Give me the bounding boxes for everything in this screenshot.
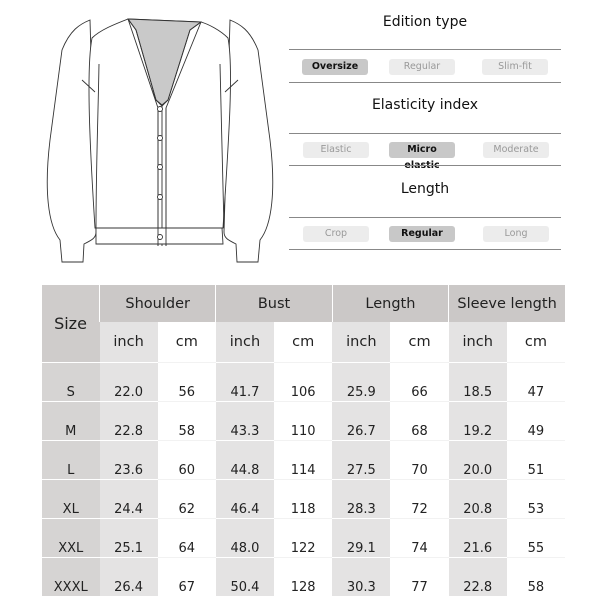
inch-cell: 26.4 [99,557,158,596]
unit-cm: cm [390,322,449,363]
shoulder-header: Shoulder [98,285,216,322]
inch-cell: 28.3 [332,479,391,519]
size-chart-table: Size Shoulder Bust Length Sleeve length … [42,285,565,596]
table-row: M 22.8 58 43.3 110 26.7 68 19.2 49 [42,401,565,441]
divider [289,165,561,166]
length-title: Length [400,181,450,197]
option-moderate[interactable]: Moderate [483,142,549,158]
inch-cell: 46.4 [215,479,275,519]
inch-cell: 29.1 [332,518,391,558]
divider [289,133,561,134]
divider [289,82,561,83]
inch-cell: 22.0 [99,362,158,402]
inch-cell: 25.1 [99,518,158,558]
cm-cell: 58 [506,557,565,596]
cm-cell: 128 [274,557,333,596]
inch-cell: 41.7 [215,362,275,402]
cm-cell: 77 [390,557,449,596]
unit-inch: inch [332,322,391,363]
option-elastic[interactable]: Elastic [303,142,369,158]
option-slim-fit[interactable]: Slim-fit [482,59,548,75]
inch-cell: 24.4 [99,479,158,519]
unit-inch: inch [448,322,507,363]
unit-cm: cm [157,322,216,363]
cm-cell: 114 [274,440,333,480]
elasticity-title: Elasticity index [371,97,479,113]
cm-cell: 60 [157,440,216,480]
inch-cell: 19.2 [448,401,507,441]
inch-cell: 25.9 [332,362,391,402]
table-row: XXXL 26.4 67 50.4 128 30.3 77 22.8 58 [42,557,565,596]
option-micro-elastic[interactable]: Micro elastic [389,142,455,171]
cm-cell: 122 [274,518,333,558]
cm-cell: 118 [274,479,333,519]
cm-cell: 70 [390,440,449,480]
unit-inch: inch [99,322,158,363]
cm-cell: 53 [506,479,565,519]
size-cell: L [42,440,100,480]
inch-cell: 22.8 [99,401,158,441]
bust-header: Bust [215,285,333,322]
inch-cell: 20.8 [448,479,507,519]
table-row: L 23.6 60 44.8 114 27.5 70 20.0 51 [42,440,565,480]
option-oversize[interactable]: Oversize [302,59,368,75]
inch-cell: 18.5 [448,362,507,402]
option-long[interactable]: Long [483,226,549,242]
cm-cell: 74 [390,518,449,558]
option-crop[interactable]: Crop [303,226,369,242]
cm-cell: 66 [390,362,449,402]
sleeve-length-header: Sleeve length [448,285,565,322]
inch-cell: 26.7 [332,401,391,441]
cm-cell: 67 [157,557,216,596]
edition-type-title: Edition type [382,14,468,30]
cm-cell: 58 [157,401,216,441]
cm-cell: 47 [506,362,565,402]
inch-cell: 27.5 [332,440,391,480]
size-cell: S [42,362,100,402]
cm-cell: 49 [506,401,565,441]
cm-cell: 55 [506,518,565,558]
table-row: XXL 25.1 64 48.0 122 29.1 74 21.6 55 [42,518,565,558]
table-row: S 22.0 56 41.7 106 25.9 66 18.5 47 [42,362,565,402]
size-cell: XL [42,479,100,519]
length-header: Length [331,285,449,322]
cm-cell: 62 [157,479,216,519]
divider [289,49,561,50]
unit-cm: cm [506,322,565,363]
cm-cell: 51 [506,440,565,480]
size-cell: XXL [42,518,100,558]
table-row: XL 24.4 62 46.4 118 28.3 72 20.8 53 [42,479,565,519]
divider [289,217,561,218]
unit-cm: cm [274,322,333,363]
unit-inch: inch [215,322,275,363]
inch-cell: 23.6 [99,440,158,480]
divider [289,249,561,250]
cm-cell: 64 [157,518,216,558]
inch-cell: 20.0 [448,440,507,480]
inch-cell: 22.8 [448,557,507,596]
inch-cell: 21.6 [448,518,507,558]
size-header: Size [42,285,100,363]
inch-cell: 30.3 [332,557,391,596]
cm-cell: 110 [274,401,333,441]
size-cell: M [42,401,100,441]
cm-cell: 106 [274,362,333,402]
cardigan-illustration [46,18,274,263]
inch-cell: 48.0 [215,518,275,558]
inch-cell: 50.4 [215,557,275,596]
size-cell: XXXL [42,557,100,596]
option-regular[interactable]: Regular [389,59,455,75]
cm-cell: 56 [157,362,216,402]
option-regular-length[interactable]: Regular [389,226,455,242]
inch-cell: 43.3 [215,401,275,441]
cm-cell: 72 [390,479,449,519]
inch-cell: 44.8 [215,440,275,480]
cm-cell: 68 [390,401,449,441]
